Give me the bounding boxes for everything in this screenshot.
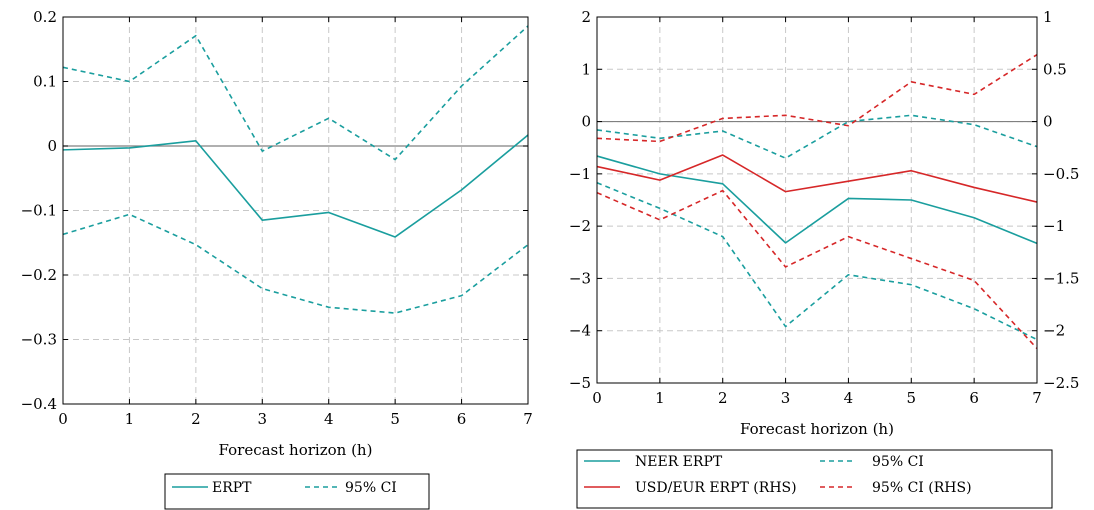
y-tick-label: −5 [569, 374, 591, 392]
chart-panel-1: 0 1 2 3 4 5 6 7 0.2 0.1 0 −0.1 −0.2 −0.3 −0.4 Forecast … [21, 8, 533, 510]
x-tick-label: 7 [1032, 389, 1042, 407]
y-tick-label: −3 [569, 269, 591, 287]
y-tick-label: 2 [581, 8, 591, 26]
x-tick-label: 1 [655, 389, 665, 407]
legend-label: NEER ERPT [635, 454, 723, 470]
legend: ERPT 95% CI [164, 473, 430, 510]
x-tick-label: 4 [324, 410, 334, 428]
x-axis-label: Forecast horizon (h) [740, 420, 894, 438]
x-tick-label: 6 [969, 389, 979, 407]
x-tick-label: 5 [390, 410, 400, 428]
y-right-tick-label: −0.5 [1043, 165, 1079, 183]
x-tick-label: 6 [457, 410, 467, 428]
x-tick-label: 2 [191, 410, 201, 428]
y-tick-label: 0.1 [33, 73, 57, 91]
legend: NEER ERPT 95% CI USD/EUR ERPT (RHS) 95% CI … [576, 449, 1053, 509]
y-tick-label: −4 [569, 322, 591, 340]
legend-label: ERPT [212, 480, 252, 496]
y-right-tick-label: −2.5 [1043, 374, 1079, 392]
legend-label: 95% CI [345, 480, 397, 496]
x-tick-label: 0 [58, 410, 68, 428]
y-tick-label: 0.2 [33, 8, 57, 26]
x-tick-label: 3 [258, 410, 268, 428]
y-right-tick-label: 1 [1043, 8, 1053, 26]
y-tick-label: −0.4 [21, 395, 57, 413]
x-tick-label: 4 [844, 389, 854, 407]
y-tick-label: 1 [581, 60, 591, 78]
plot-frame [596, 16, 1038, 384]
y-right-tick-label: 0 [1043, 113, 1053, 131]
y-right-tick-label: −1.5 [1043, 269, 1079, 287]
series-line-1 [596, 155, 1038, 245]
x-tick-label: 3 [781, 389, 791, 407]
series-line-4 [596, 154, 1038, 203]
y-right-tick-label: −2 [1043, 322, 1065, 340]
legend-label: USD/EUR ERPT (RHS) [635, 480, 797, 496]
chart-panel-2: 0 1 2 3 4 5 6 7 2 1 0 −1 −2 −3 −4 −5 1 0.5 0 −0.5 −1 −1.5 −2 −2… [569, 8, 1079, 509]
series-line-5-ci [596, 53, 1038, 143]
y-tick-label: 0 [47, 137, 57, 155]
y-right-tick-label: −1 [1043, 217, 1065, 235]
x-axis-label: Forecast horizon (h) [219, 441, 373, 459]
y-tick-label: −2 [569, 217, 591, 235]
legend-label: 95% CI (RHS) [872, 480, 972, 496]
y-tick-label: −0.3 [21, 331, 57, 349]
x-tick-label: 0 [592, 389, 602, 407]
series-line-6-ci [596, 189, 1038, 350]
x-tick-label: 5 [907, 389, 917, 407]
series-line-3-ci [596, 182, 1038, 341]
y-tick-label: 0 [581, 113, 591, 131]
series-line-2-ci [62, 25, 529, 161]
series-line-3-ci [62, 213, 529, 314]
y-tick-label: −0.1 [21, 202, 57, 220]
legend-box [576, 449, 1053, 509]
legend-box [164, 473, 430, 510]
x-tick-label: 1 [125, 410, 135, 428]
legend-label: 95% CI [872, 454, 924, 470]
x-tick-label: 2 [718, 389, 728, 407]
series-line-1 [62, 134, 529, 238]
y-right-tick-label: 0.5 [1043, 60, 1067, 78]
x-tick-label: 7 [523, 410, 533, 428]
y-tick-label: −1 [569, 165, 591, 183]
y-tick-label: −0.2 [21, 266, 57, 284]
